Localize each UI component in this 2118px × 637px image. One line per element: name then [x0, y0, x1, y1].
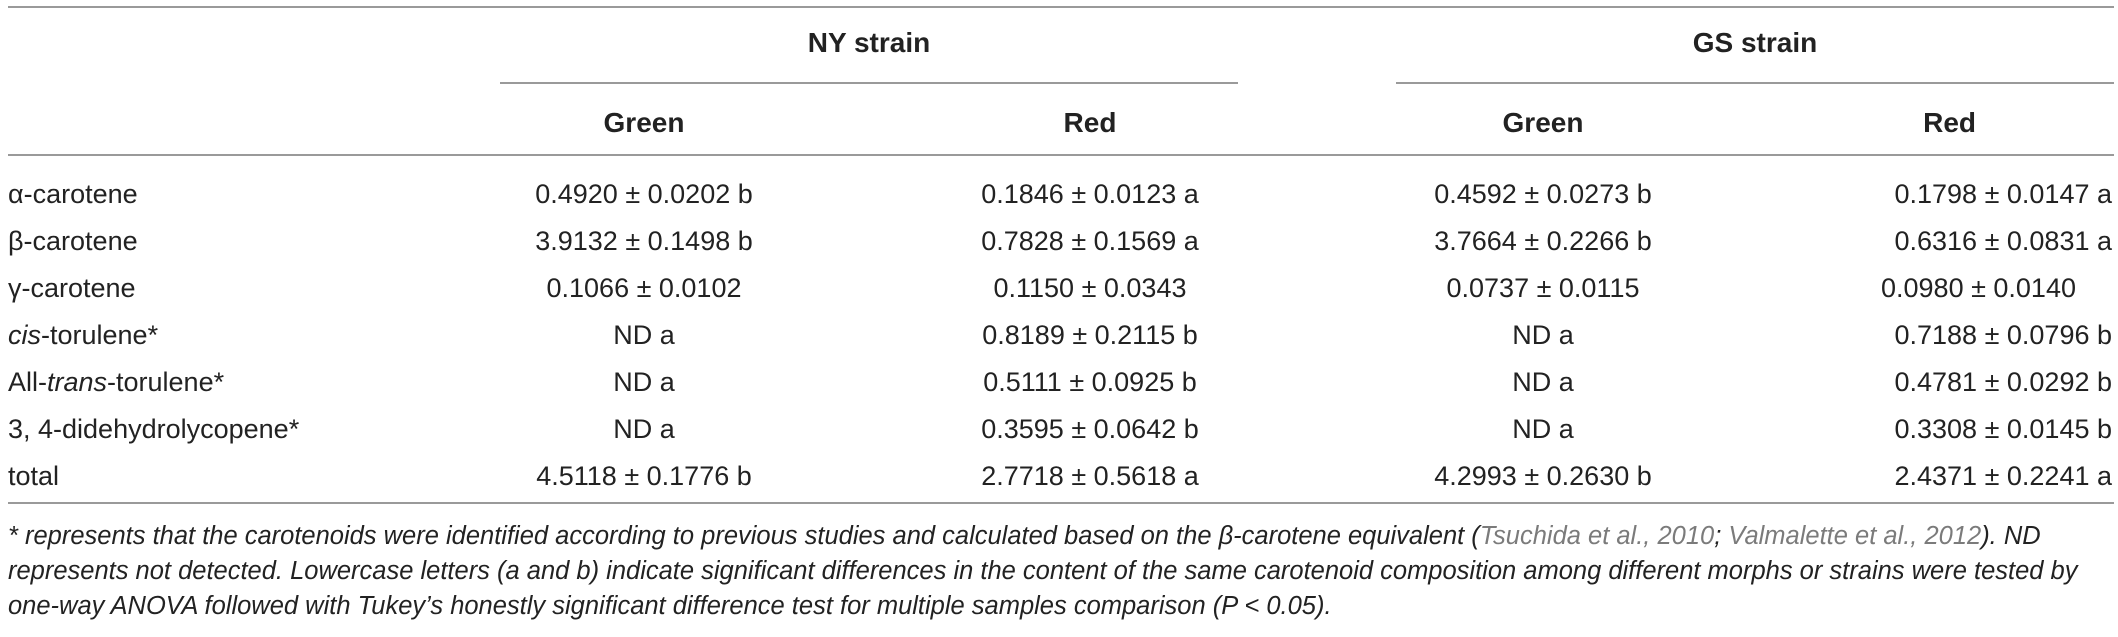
table-cell: 0.8189 ± 0.2115 b — [982, 320, 1198, 350]
table-cell: 2.4371 ± 0.2241 a — [1894, 461, 2112, 491]
table-cell: ND a — [613, 414, 675, 444]
table-cell: 0.1798 ± 0.0147 a — [1894, 179, 2112, 209]
strain-header-ny: NY strain — [807, 27, 931, 58]
table-cell: ND a — [613, 367, 675, 397]
table-cell: 3.9132 ± 0.1498 b — [535, 226, 753, 256]
table-cell: 0.7828 ± 0.1569 a — [981, 226, 1199, 256]
table-footnote: * represents that the carotenoids were i… — [8, 522, 2078, 620]
morph-header-ny-green: Green — [603, 107, 685, 138]
row-label: cis-torulene* — [8, 320, 159, 350]
row-label: total — [8, 461, 60, 491]
table-top-rule — [8, 6, 2114, 8]
morph-header-ny-red: Red — [1063, 107, 1117, 138]
table-cell: 0.3308 ± 0.0145 b — [1894, 414, 2112, 444]
table-cell: ND a — [613, 320, 675, 350]
table-cell: 0.3595 ± 0.0642 b — [981, 414, 1199, 444]
table-cell: ND a — [1512, 367, 1574, 397]
table-cell: ND a — [1512, 320, 1574, 350]
table-cell: 0.5111 ± 0.0925 b — [983, 367, 1197, 397]
strain-header-gs: GS strain — [1692, 27, 1818, 58]
morph-header-gs-green: Green — [1502, 107, 1584, 138]
row-label: All-trans-torulene* — [8, 367, 225, 397]
table-cell: 0.1846 ± 0.0123 a — [981, 179, 1199, 209]
table-cell: 0.0737 ± 0.0115 — [1446, 273, 1640, 303]
table-cell: 3.7664 ± 0.2266 b — [1434, 226, 1652, 256]
table-cell: 0.4920 ± 0.0202 b — [535, 179, 753, 209]
citation-link[interactable]: Tsuchida et al., 2010 — [1479, 522, 1715, 550]
row-label: γ-carotene — [8, 273, 136, 303]
table-cell: 0.7188 ± 0.0796 b — [1894, 320, 2112, 350]
table-cell: 2.7718 ± 0.5618 a — [981, 461, 1199, 491]
table-cell: 0.4781 ± 0.0292 b — [1894, 367, 2112, 397]
table-cell: ND a — [1512, 414, 1574, 444]
table-cell: 0.4592 ± 0.0273 b — [1434, 179, 1652, 209]
row-label: α-carotene — [8, 179, 138, 209]
morph-header-gs-red: Red — [1923, 107, 1976, 138]
table-cell: 4.2993 ± 0.2630 b — [1434, 461, 1652, 491]
ny-strain-underline — [500, 82, 1238, 84]
table-bottom-rule — [8, 502, 2114, 504]
row-label: 3, 4-didehydrolycopene* — [8, 414, 300, 444]
table-cell: 4.5118 ± 0.1776 b — [536, 461, 752, 491]
table-cell: 0.1066 ± 0.0102 — [546, 273, 742, 303]
table-cell: 0.6316 ± 0.0831 a — [1894, 226, 2112, 256]
gs-strain-underline — [1396, 82, 2114, 84]
row-label: β-carotene — [8, 226, 138, 256]
citation-link[interactable]: Valmalette et al., 2012 — [1728, 522, 1982, 550]
header-bottom-rule — [8, 154, 2114, 156]
table-cell: 0.1150 ± 0.0343 — [993, 273, 1187, 303]
table-cell: 0.0980 ± 0.0140 — [1881, 273, 2076, 303]
